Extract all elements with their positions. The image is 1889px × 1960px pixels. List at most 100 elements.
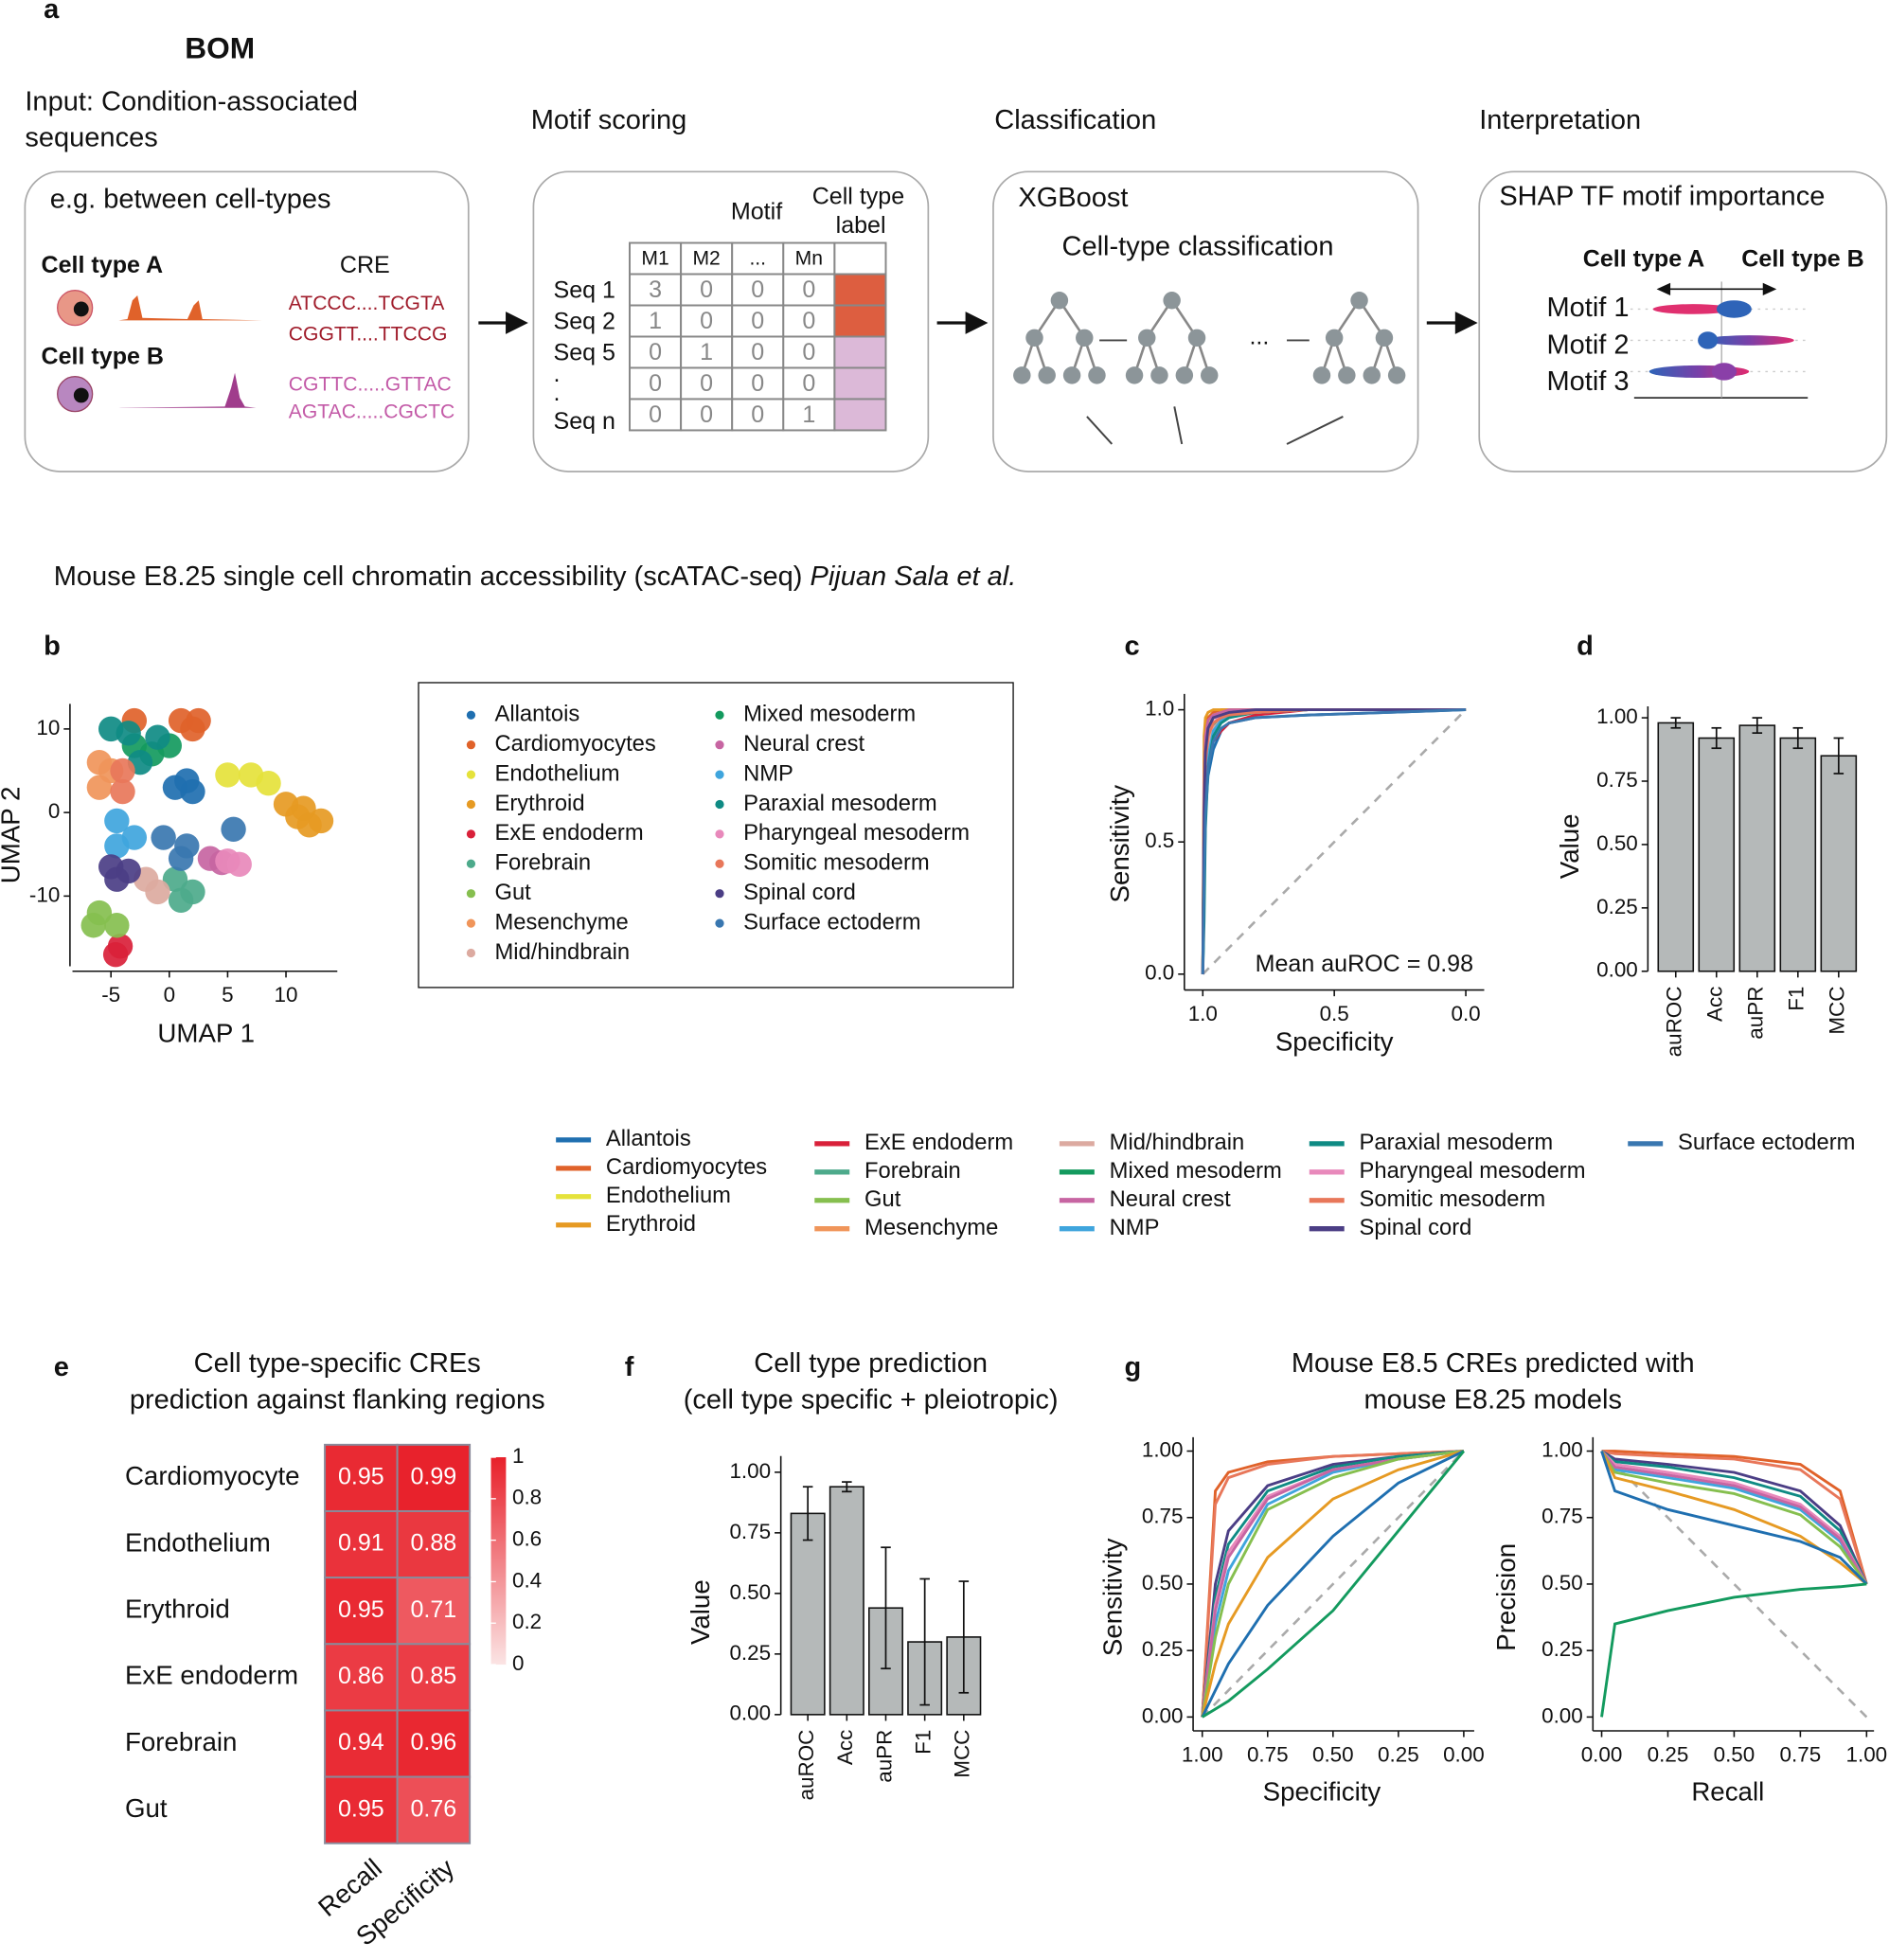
x-axis-label: UMAP 1 — [157, 1018, 255, 1047]
legend-label: Gut — [864, 1186, 901, 1212]
legend-swatch — [715, 889, 724, 899]
legend-label: ExE endoderm — [864, 1130, 1013, 1155]
point — [104, 866, 130, 892]
label-cell — [833, 273, 887, 307]
tree-node — [1187, 329, 1206, 347]
point — [104, 913, 130, 938]
x-tick-label: auROC — [794, 1730, 818, 1801]
matrix-cell — [782, 304, 836, 338]
point — [256, 771, 281, 796]
heatmap-cell — [396, 1443, 472, 1512]
flow-arrows — [478, 312, 1478, 334]
tree-node — [1050, 291, 1069, 310]
curve — [1600, 1450, 1868, 1585]
shap-violin — [1716, 300, 1752, 318]
legend-label: ExE endoderm — [495, 820, 644, 846]
legend-label: Endothelium — [606, 1183, 731, 1208]
matrix-value: 0 — [751, 370, 764, 397]
legend-label: Cardiomyocytes — [495, 731, 656, 757]
legend-label: NMP — [1110, 1215, 1160, 1240]
y-tick-label: 0.25 — [1142, 1637, 1184, 1661]
cell-label: 0.71 — [410, 1596, 456, 1623]
x-tick-label: 1.00 — [1846, 1742, 1888, 1766]
legend-label: Mixed mesoderm — [1110, 1158, 1282, 1184]
shap-violin — [1652, 304, 1734, 314]
matrix-column-label: M2 — [692, 247, 720, 269]
curve — [1201, 1450, 1465, 1719]
reference-diagonal — [1202, 708, 1467, 975]
tree-arrow — [1286, 416, 1344, 445]
x-tick-label: auPR — [1744, 987, 1768, 1040]
matrix-cell — [731, 304, 785, 338]
y-tick-label: 0.50 — [1596, 831, 1638, 855]
x-axis-label: Specificity — [1275, 1027, 1394, 1057]
bar — [1657, 722, 1695, 972]
chart-title: (cell type specific + pleiotropic) — [684, 1384, 1059, 1415]
arrow-head — [1656, 282, 1671, 295]
ellipsis: ... — [1249, 323, 1269, 349]
sequence-label: Seq 2 — [554, 309, 615, 335]
step-heading: Interpretation — [1479, 105, 1641, 135]
legend-label: Forebrain — [864, 1158, 961, 1184]
x-tick-label: 0.75 — [1780, 1742, 1822, 1766]
matrix-value: 0 — [649, 339, 662, 365]
tree-node — [1150, 366, 1168, 384]
chart-title: Cell type-specific CREs — [194, 1348, 481, 1379]
x-tick-label: 1.00 — [1182, 1742, 1223, 1766]
x-tick-label: MCC — [1826, 987, 1849, 1035]
tree-node — [1338, 366, 1356, 384]
matrix-value: 0 — [751, 308, 764, 334]
point — [162, 866, 188, 892]
point — [168, 846, 194, 871]
y-tick-label: 0.25 — [729, 1641, 771, 1665]
matrix-cell — [731, 335, 785, 369]
curve — [1601, 1450, 1868, 1585]
legend-label: Paraxial mesoderm — [1360, 1130, 1554, 1155]
cell-label: 0.88 — [410, 1530, 456, 1557]
legend-swatch — [715, 740, 724, 750]
y-tick-label: 1.00 — [1596, 704, 1638, 728]
y-tick-label: 1.00 — [1142, 1437, 1184, 1461]
x-tick-label: 0.50 — [1714, 1742, 1755, 1766]
chart-title: prediction against flanking regions — [130, 1384, 545, 1415]
box-subtitle: e.g. between cell-types — [50, 184, 331, 214]
y-tick-label: 0.00 — [1596, 958, 1638, 982]
point — [174, 768, 200, 793]
legend-label: Endothelium — [495, 760, 620, 786]
matrix-value: 0 — [751, 401, 764, 428]
x-tick-label: F1 — [912, 1730, 936, 1755]
legend-label: Paraxial mesoderm — [743, 791, 937, 816]
matrix-cell — [680, 304, 734, 338]
matrix-column-label: Mn — [795, 247, 823, 269]
matrix-header: Cell type — [812, 184, 904, 210]
motif-label: Motif 2 — [1546, 330, 1629, 361]
y-tick-label: 0 — [48, 799, 60, 823]
curve — [1201, 1450, 1465, 1718]
label-cell — [833, 366, 887, 401]
panel-label: c — [1125, 632, 1140, 662]
x-tick-label: 0.50 — [1312, 1742, 1354, 1766]
legend-label: Mesenchyme — [495, 909, 629, 935]
y-axis-label: UMAP 2 — [0, 787, 26, 884]
motif-label: Motif 3 — [1546, 366, 1629, 397]
heatmap-cell — [324, 1577, 399, 1646]
legend-label: Erythroid — [606, 1211, 696, 1237]
y-tick-label: 0.75 — [729, 1520, 771, 1543]
y-axis-label: Sensitivity — [1097, 1538, 1127, 1656]
row-label: ExE endoderm — [125, 1661, 298, 1690]
curve — [1600, 1582, 1867, 1718]
colorbar-label: 1 — [512, 1444, 524, 1468]
cell-nucleus — [73, 301, 89, 317]
tree-node — [1076, 329, 1094, 347]
legend-label: Neural crest — [743, 731, 864, 757]
matrix-value: 1 — [802, 401, 815, 428]
tree-node — [1138, 329, 1156, 347]
cre-header: CRE — [340, 252, 390, 278]
tree-node — [1088, 366, 1106, 384]
label-cell — [833, 304, 887, 338]
tree-node — [1175, 366, 1194, 384]
matrix-cell — [782, 398, 836, 432]
y-tick-label: 0.50 — [1142, 1571, 1184, 1595]
legend-label: Cardiomyocytes — [606, 1154, 767, 1180]
